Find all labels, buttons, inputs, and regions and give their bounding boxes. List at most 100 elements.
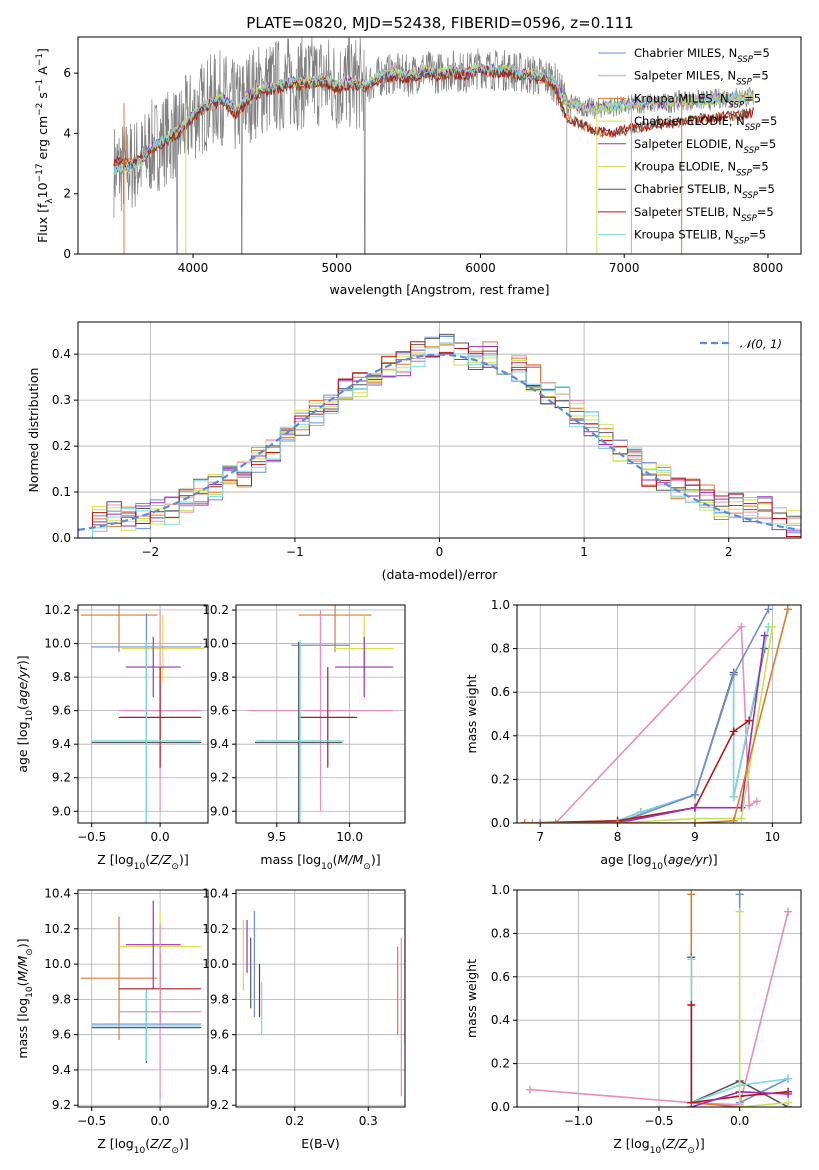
y-tick-label: 9.2 <box>52 1098 71 1112</box>
data-point <box>121 615 204 683</box>
plus-marker <box>729 792 738 801</box>
data-point <box>247 610 394 812</box>
plus-marker <box>768 622 777 631</box>
y-tick-label: 10.0 <box>44 637 71 651</box>
x-tick-label: 2 <box>725 545 733 559</box>
plus-marker <box>737 622 746 631</box>
weight-line <box>529 911 789 1106</box>
y-tick-label: 0.0 <box>491 816 510 830</box>
x-tick-label: 9 <box>691 830 699 844</box>
plus-marker <box>551 819 560 823</box>
y-tick-label: 9.8 <box>210 670 229 684</box>
data-point <box>119 923 202 1100</box>
y-tick-label: 0.6 <box>491 685 510 699</box>
plus-marker <box>735 890 744 899</box>
x-tick-label: 4000 <box>178 261 209 275</box>
x-tick-label: 0.3 <box>359 1114 378 1128</box>
y-axis-label: Flux [fλ10−17 erg cm−2 s−1 A−1] <box>35 48 55 243</box>
legend-label: Salpeter MILES, NSSP=5 <box>634 69 769 88</box>
plus-marker <box>729 727 738 736</box>
weight-line <box>690 894 740 1107</box>
legend-label: Salpeter STELIB, NSSP=5 <box>634 205 774 224</box>
y-tick-label: 9.8 <box>52 670 71 684</box>
plus-marker <box>729 670 738 679</box>
normal-curve <box>78 353 799 531</box>
legend-label: Chabrier STELIB, NSSP=5 <box>634 182 775 201</box>
plus-marker <box>687 890 696 899</box>
legend-label: Salpeter ELODIE, NSSP=5 <box>634 137 776 156</box>
plus-marker <box>520 819 529 823</box>
y-tick-label: 0.8 <box>491 642 510 656</box>
x-axis-label: mass [log10(M/M⊙)] <box>260 852 380 872</box>
plus-marker <box>687 955 696 964</box>
y-tick-label: 9.6 <box>210 704 229 718</box>
x-axis-label: wavelength [Angstrom, rest frame] <box>329 282 549 297</box>
legend-label: Kroupa ELODIE, NSSP=5 <box>634 160 769 179</box>
x-tick-label: −0.5 <box>77 830 106 844</box>
axes-frame <box>77 604 209 824</box>
plus-marker <box>687 1001 696 1010</box>
y-tick-label: 0.2 <box>491 1057 510 1071</box>
panel-residuals: −2 −1 0 1 2 0.0 0.1 0.2 0.3 0.4 𝒩(0, 1) <box>52 321 802 559</box>
y-axis-label: mass weight <box>464 674 479 753</box>
axes-frame <box>77 321 802 539</box>
weight-lines <box>525 890 793 1107</box>
plus-marker <box>737 803 746 812</box>
model-line <box>113 64 754 168</box>
x-tick-label: 7 <box>536 830 544 844</box>
y-tick-label: 0.4 <box>491 729 510 743</box>
y-tick-label: 0.4 <box>52 347 71 361</box>
x-tick-label: −1.0 <box>564 1114 593 1128</box>
y-tick-label: 0.3 <box>52 393 71 407</box>
panel-age-vs-mass: 9.5 10.0 9.0 9.2 9.4 9.6 9.8 10.0 10.2 <box>202 603 406 844</box>
y-tick-label: 9.6 <box>210 1028 229 1042</box>
plus-marker <box>536 819 545 823</box>
plus-marker <box>760 631 769 640</box>
axes-frame <box>235 889 406 1108</box>
x-tick-label: 6000 <box>465 261 496 275</box>
y-tick-label: 0.8 <box>491 926 510 940</box>
y-tick-label: 10.0 <box>44 957 71 971</box>
y-tick-label: 10.2 <box>44 922 71 936</box>
y-tick-label: 9.4 <box>210 737 229 751</box>
model-line <box>113 62 754 175</box>
plus-marker <box>784 1074 793 1083</box>
y-tick-label: 10.4 <box>202 887 229 901</box>
spectrum-lines <box>113 37 754 254</box>
y-tick-label: 9.8 <box>52 992 71 1006</box>
legend-label: Kroupa MILES, NSSP=5 <box>634 91 761 110</box>
x-axis-label: Z [log10(Z/Z⊙)] <box>97 852 188 872</box>
x-tick-label: 10.0 <box>336 830 363 844</box>
y-tick-label: 9.4 <box>210 1063 229 1077</box>
x-tick-label: 10 <box>765 830 780 844</box>
histogram-step <box>78 333 801 538</box>
y-tick-label: 6 <box>63 66 71 80</box>
y-tick-label: 10.2 <box>44 603 71 617</box>
x-tick-label: 0.0 <box>151 830 170 844</box>
y-tick-label: 1.0 <box>491 883 510 897</box>
y-tick-label: 9.4 <box>52 737 71 751</box>
axes-frame <box>77 36 802 255</box>
x-axis-label: age [log10(age/yr)] <box>600 852 717 872</box>
data-point <box>80 916 158 1040</box>
y-tick-label: 0.4 <box>491 1013 510 1027</box>
plus-marker <box>784 1098 793 1107</box>
plus-marker <box>735 1103 744 1107</box>
plus-marker <box>745 801 754 810</box>
plus-marker <box>613 819 622 823</box>
y-tick-label: 9.2 <box>210 1098 229 1112</box>
legend-label: Chabrier MILES, NSSP=5 <box>634 46 770 65</box>
x-tick-label: 0.2 <box>285 1114 304 1128</box>
data-point <box>298 667 357 768</box>
data-point <box>125 636 181 698</box>
plus-marker <box>687 1103 696 1107</box>
y-tick-label: 0.6 <box>491 970 510 984</box>
panel-massweight-vs-Z: −1.0 −0.5 0.0 0.0 0.2 0.4 0.6 0.8 1.0 <box>491 883 802 1128</box>
y-axis-label: mass [log10(M/M⊙)] <box>15 938 35 1058</box>
panel-age-vs-Z: −0.5 0.0 9.0 9.2 9.4 9.6 9.8 10.0 10.2 <box>44 603 209 844</box>
plus-marker <box>764 605 773 614</box>
x-tick-label: −0.5 <box>77 1114 106 1128</box>
y-tick-label: 10.2 <box>202 922 229 936</box>
data-point <box>91 640 202 823</box>
